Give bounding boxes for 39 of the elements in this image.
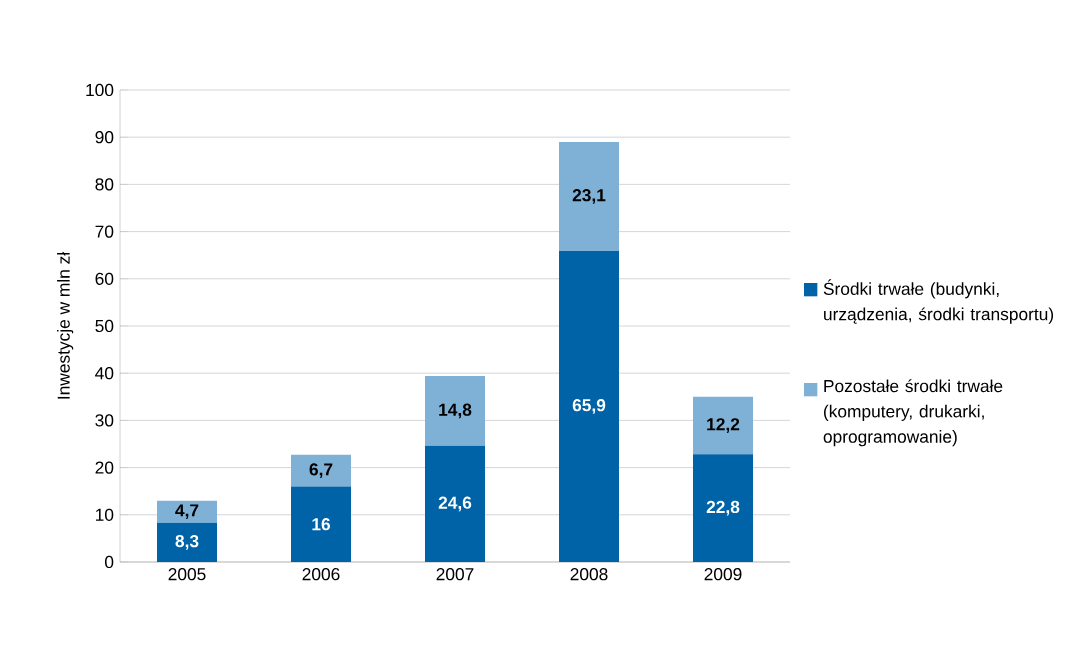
y-tick-label: 80 (95, 178, 114, 191)
data-label: 12,2 (707, 418, 740, 433)
x-tick-label: 2008 (570, 568, 608, 581)
data-label: 23,1 (572, 189, 606, 204)
data-label: 8,3 (175, 535, 199, 550)
legend-label: Środki trwałe (budynki, urządzenia, środki transportu) (823, 279, 1054, 324)
bar (425, 445, 486, 562)
data-label: 65,9 (572, 399, 606, 414)
y-tick-label: 30 (95, 414, 114, 427)
x-tick-label: 2007 (436, 568, 474, 581)
bar (157, 500, 218, 523)
x-tick-label: 2005 (168, 568, 206, 581)
bar (425, 376, 486, 446)
y-tick-label: 100 (86, 83, 114, 97)
bar (693, 454, 753, 562)
y-tick-label: 90 (95, 131, 114, 144)
y-axis-title: Inwestycje w mln zł (57, 251, 74, 399)
bar (157, 522, 218, 562)
bar (559, 141, 620, 251)
bar (291, 454, 352, 487)
y-tick-label: 0 (105, 555, 114, 569)
y-tick-label: 40 (95, 367, 114, 380)
data-label: 22,8 (706, 500, 740, 516)
y-tick-label: 50 (95, 319, 114, 333)
legend-label: Pozostałe środki trwałe (komputery, drukarki, oprogramowanie) (823, 379, 1003, 447)
bar (559, 250, 620, 562)
data-label: 14,8 (439, 403, 472, 419)
x-tick-label: 2006 (302, 568, 340, 581)
y-tick-label: 70 (95, 225, 114, 238)
y-tick-label: 20 (95, 461, 114, 474)
y-tick-label: 60 (95, 272, 114, 285)
data-label: 6,7 (309, 463, 333, 479)
data-label: 4,7 (175, 504, 199, 520)
bar (693, 396, 753, 455)
x-tick-label: 2009 (704, 568, 742, 581)
data-label: 24,6 (438, 496, 472, 512)
bar (291, 486, 352, 562)
y-tick-label: 10 (96, 508, 114, 521)
data-label: 16 (312, 518, 331, 531)
